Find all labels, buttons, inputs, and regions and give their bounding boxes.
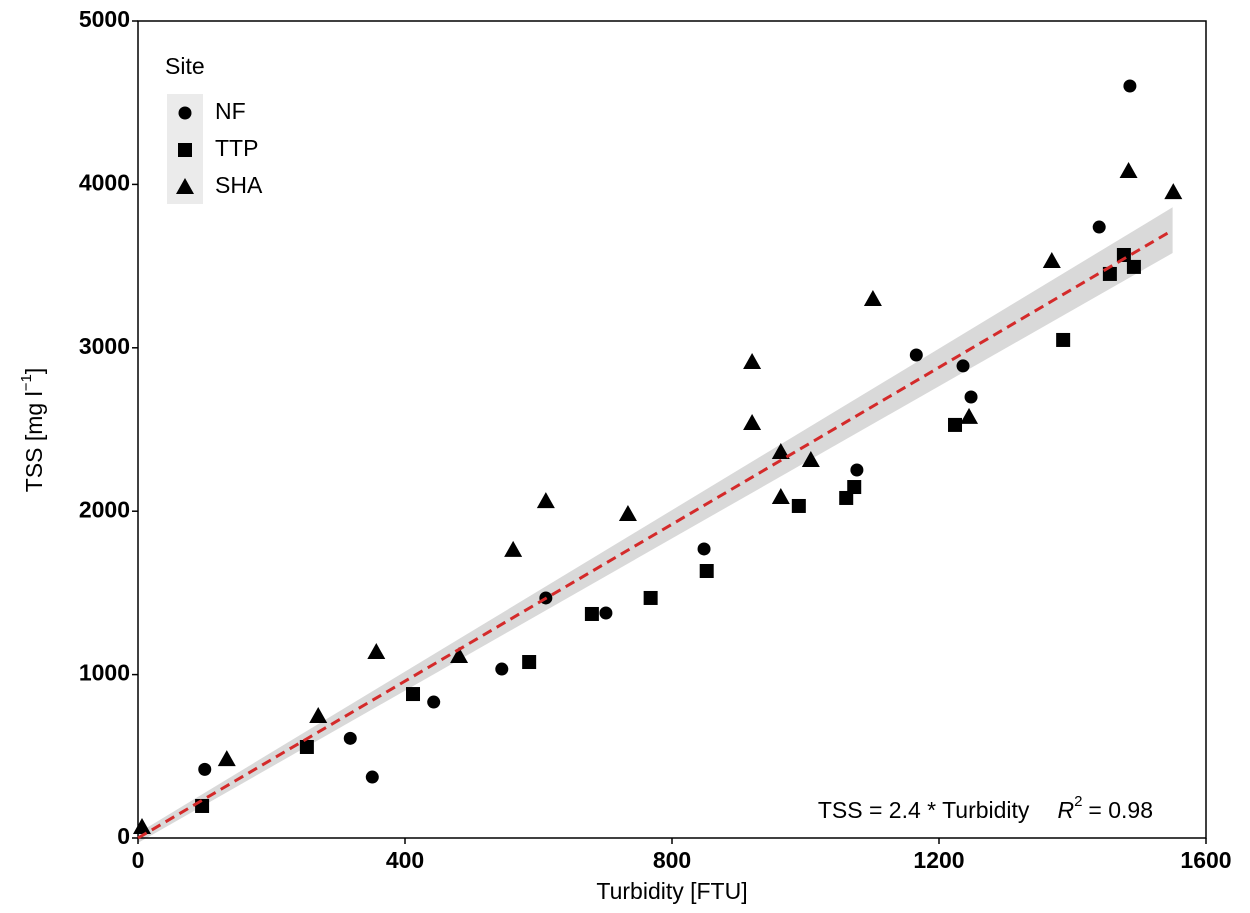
point xyxy=(365,770,379,784)
x-tick-label: 400 xyxy=(386,847,424,873)
point xyxy=(406,687,421,702)
y-tick-label: 5000 xyxy=(79,6,130,32)
x-tick-label: 1200 xyxy=(913,847,964,873)
point xyxy=(504,540,523,557)
point xyxy=(1123,79,1137,93)
legend-marker xyxy=(176,178,194,194)
plot-frame xyxy=(137,20,1207,839)
point xyxy=(863,289,882,306)
y-axis-label: TSS [mg l−1] xyxy=(18,368,47,492)
y-label-text: TSS [mg l xyxy=(21,391,47,492)
point xyxy=(536,492,555,509)
annotation: TSS = 2.4 * Turbidity R2 = 0.98 xyxy=(818,793,1153,823)
point xyxy=(771,487,790,504)
point xyxy=(522,655,537,670)
point xyxy=(495,662,509,676)
legend-label: TTP xyxy=(215,135,258,161)
point xyxy=(427,695,441,709)
r2-symbol: R xyxy=(1057,797,1074,823)
legend-marker xyxy=(178,106,192,120)
point xyxy=(743,413,762,430)
point xyxy=(699,564,714,579)
confidence-band xyxy=(138,207,1173,843)
point xyxy=(599,606,613,620)
point xyxy=(343,731,357,745)
point xyxy=(309,706,328,723)
point xyxy=(839,490,854,505)
x-axis-label: Turbidity [FTU] xyxy=(596,878,747,904)
point xyxy=(1119,162,1138,179)
point xyxy=(1164,183,1183,200)
point xyxy=(801,451,820,468)
y-tick-label: 0 xyxy=(117,823,130,849)
point xyxy=(743,353,762,370)
point xyxy=(847,480,862,495)
y-tick-label: 3000 xyxy=(79,333,130,359)
point xyxy=(948,417,963,432)
point xyxy=(909,348,923,362)
point xyxy=(1042,252,1061,269)
y-label-exponent: −1 xyxy=(18,374,35,391)
r2-exponent: 2 xyxy=(1074,793,1082,810)
legend-label: SHA xyxy=(215,172,263,198)
point xyxy=(450,646,469,663)
y-tick-label: 4000 xyxy=(79,169,130,195)
point xyxy=(850,463,864,477)
point xyxy=(697,542,711,556)
point xyxy=(1056,332,1071,347)
point xyxy=(584,606,599,621)
point xyxy=(956,359,970,373)
point xyxy=(1116,247,1131,262)
legend-marker xyxy=(178,143,192,157)
point xyxy=(960,407,979,424)
point xyxy=(1126,259,1141,274)
fit-line xyxy=(137,228,1174,840)
point xyxy=(1092,220,1106,234)
r2-value: = 0.98 xyxy=(1088,797,1153,823)
point xyxy=(217,750,236,767)
legend-title: Site xyxy=(165,53,205,79)
x-tick-label: 800 xyxy=(653,847,691,873)
legend-label: NF xyxy=(215,98,246,124)
equation: TSS = 2.4 * Turbidity xyxy=(818,797,1030,823)
point xyxy=(618,504,637,521)
point xyxy=(133,818,152,835)
point xyxy=(299,739,314,754)
point xyxy=(791,498,806,513)
point xyxy=(643,590,658,605)
point xyxy=(367,643,386,660)
point xyxy=(771,443,790,460)
point xyxy=(198,762,212,776)
y-tick-label: 1000 xyxy=(79,660,130,686)
y-label-close: ] xyxy=(21,368,47,374)
x-tick-label: 1600 xyxy=(1180,847,1231,873)
x-tick-label: 0 xyxy=(132,847,145,873)
y-tick-label: 2000 xyxy=(79,496,130,522)
point xyxy=(964,390,978,404)
